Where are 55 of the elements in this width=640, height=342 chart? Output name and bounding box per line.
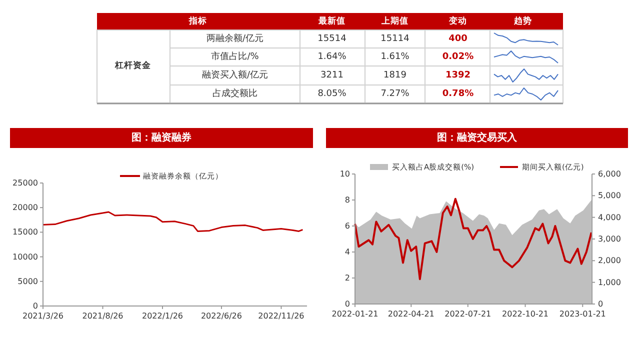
x-tick-label: 2022-04-21: [388, 310, 434, 318]
text: 400: [448, 34, 468, 44]
x-tick-label: 2021/3/26: [22, 312, 64, 320]
x-tick-label: 2022/6/26: [200, 312, 242, 320]
text: 趋势: [513, 16, 532, 26]
text: 15114: [380, 34, 410, 44]
y2-tick-label: 3,000: [598, 234, 621, 244]
y2-tick-label: 6,000: [598, 170, 621, 178]
text: 3211: [320, 70, 344, 80]
line-series: [42, 211, 304, 232]
y-tick-label: 0: [32, 302, 38, 310]
x-tick-label: 2022-01-21: [332, 310, 378, 318]
y2-tick-label: 5,000: [598, 191, 621, 200]
y2-tick-label: 1,000: [598, 278, 621, 287]
text: 1819: [384, 70, 407, 80]
y-tick-label: 20000: [12, 203, 38, 212]
y-tick-label: 10000: [12, 252, 38, 262]
text: 占成交额比: [212, 88, 258, 99]
y2-tick-label: 2,000: [598, 256, 621, 266]
x-tick-label: 2022/1/26: [142, 312, 184, 320]
chart-title: 图：融资融券: [132, 132, 192, 144]
text: 1392: [445, 70, 471, 80]
chart-title: 图：融资交易买入: [437, 132, 518, 144]
text: 0.02%: [442, 52, 474, 62]
text: 市值占比/%: [211, 51, 260, 62]
y-tick-label: 4: [344, 248, 350, 256]
y-tick-label: 5000: [18, 276, 38, 286]
text: 0.78%: [442, 89, 474, 99]
y-tick-label: 6: [344, 222, 350, 230]
x-tick-label: 2022/11/26: [258, 312, 304, 320]
y-tick-label: 25000: [12, 178, 38, 188]
text: 融资买入额/亿元: [202, 70, 268, 80]
x-tick-label: 2021/8/26: [82, 312, 124, 320]
text: 8.05%: [318, 89, 347, 99]
text: 两融余额/亿元: [206, 33, 264, 44]
y-tick-label: 8: [344, 196, 350, 204]
y-tick-label: 15000: [12, 228, 38, 237]
x-tick-label: 2023-01-21: [559, 310, 606, 318]
x-tick-label: 2022-10-21: [502, 310, 549, 318]
text: 杠杆资金: [114, 60, 152, 71]
text: 7.27%: [380, 89, 410, 99]
y2-tick-label: 0: [598, 300, 604, 308]
text: 1.61%: [380, 52, 410, 62]
text: 15514: [318, 34, 347, 44]
y2-tick-label: 4,000: [598, 212, 621, 222]
text: 最新值: [318, 16, 346, 26]
text: 上期值: [380, 16, 408, 26]
text: 1.64%: [318, 52, 347, 62]
text: 变动: [448, 16, 467, 26]
y-tick-label: 10: [340, 170, 350, 178]
y-tick-label: 2: [344, 274, 350, 282]
text: 指标: [188, 16, 207, 26]
x-tick-label: 2022-07-21: [444, 310, 492, 318]
y-tick-label: 0: [344, 300, 350, 308]
line-series: [354, 198, 592, 280]
